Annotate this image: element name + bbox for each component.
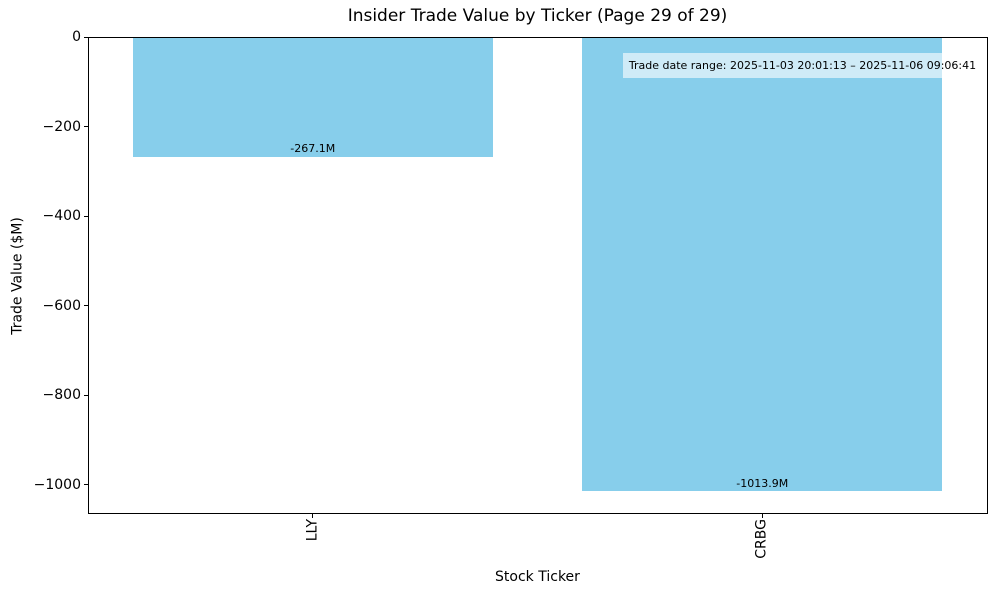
x-axis-label: Stock Ticker <box>495 569 580 585</box>
bar-value-label-crbg: -1013.9M <box>736 476 789 490</box>
y-tick-label: 0 <box>72 29 81 45</box>
bar-value-label-lly: -267.1M <box>290 142 336 156</box>
annotation-box: Trade date range: 2025-11-03 20:01:13 – … <box>623 52 982 78</box>
y-tick-label: −600 <box>42 297 81 314</box>
y-tick-label: −200 <box>42 118 81 135</box>
x-tick-label-crbg: CRBG <box>753 518 770 559</box>
y-tick-label: −800 <box>42 387 81 404</box>
x-tick-label-lly: LLY <box>304 518 321 541</box>
y-tick-mark <box>84 484 88 486</box>
y-tick-label: −1000 <box>33 476 81 493</box>
y-tick-mark <box>84 305 88 307</box>
y-tick-mark <box>84 394 88 396</box>
chart-title: Insider Trade Value by Ticker (Page 29 o… <box>347 6 728 26</box>
y-tick-mark <box>84 215 88 217</box>
x-tick-mark <box>761 513 763 518</box>
y-tick-mark <box>84 36 88 38</box>
y-tick-mark <box>84 126 88 128</box>
x-tick-mark <box>312 513 314 518</box>
bar-lly <box>132 37 493 157</box>
y-tick-label: −400 <box>42 208 81 225</box>
annotation-text: Trade date range: 2025-11-03 20:01:13 – … <box>628 58 977 72</box>
bar-crbg <box>582 37 943 492</box>
y-axis-label: Trade Value ($M) <box>9 217 26 335</box>
